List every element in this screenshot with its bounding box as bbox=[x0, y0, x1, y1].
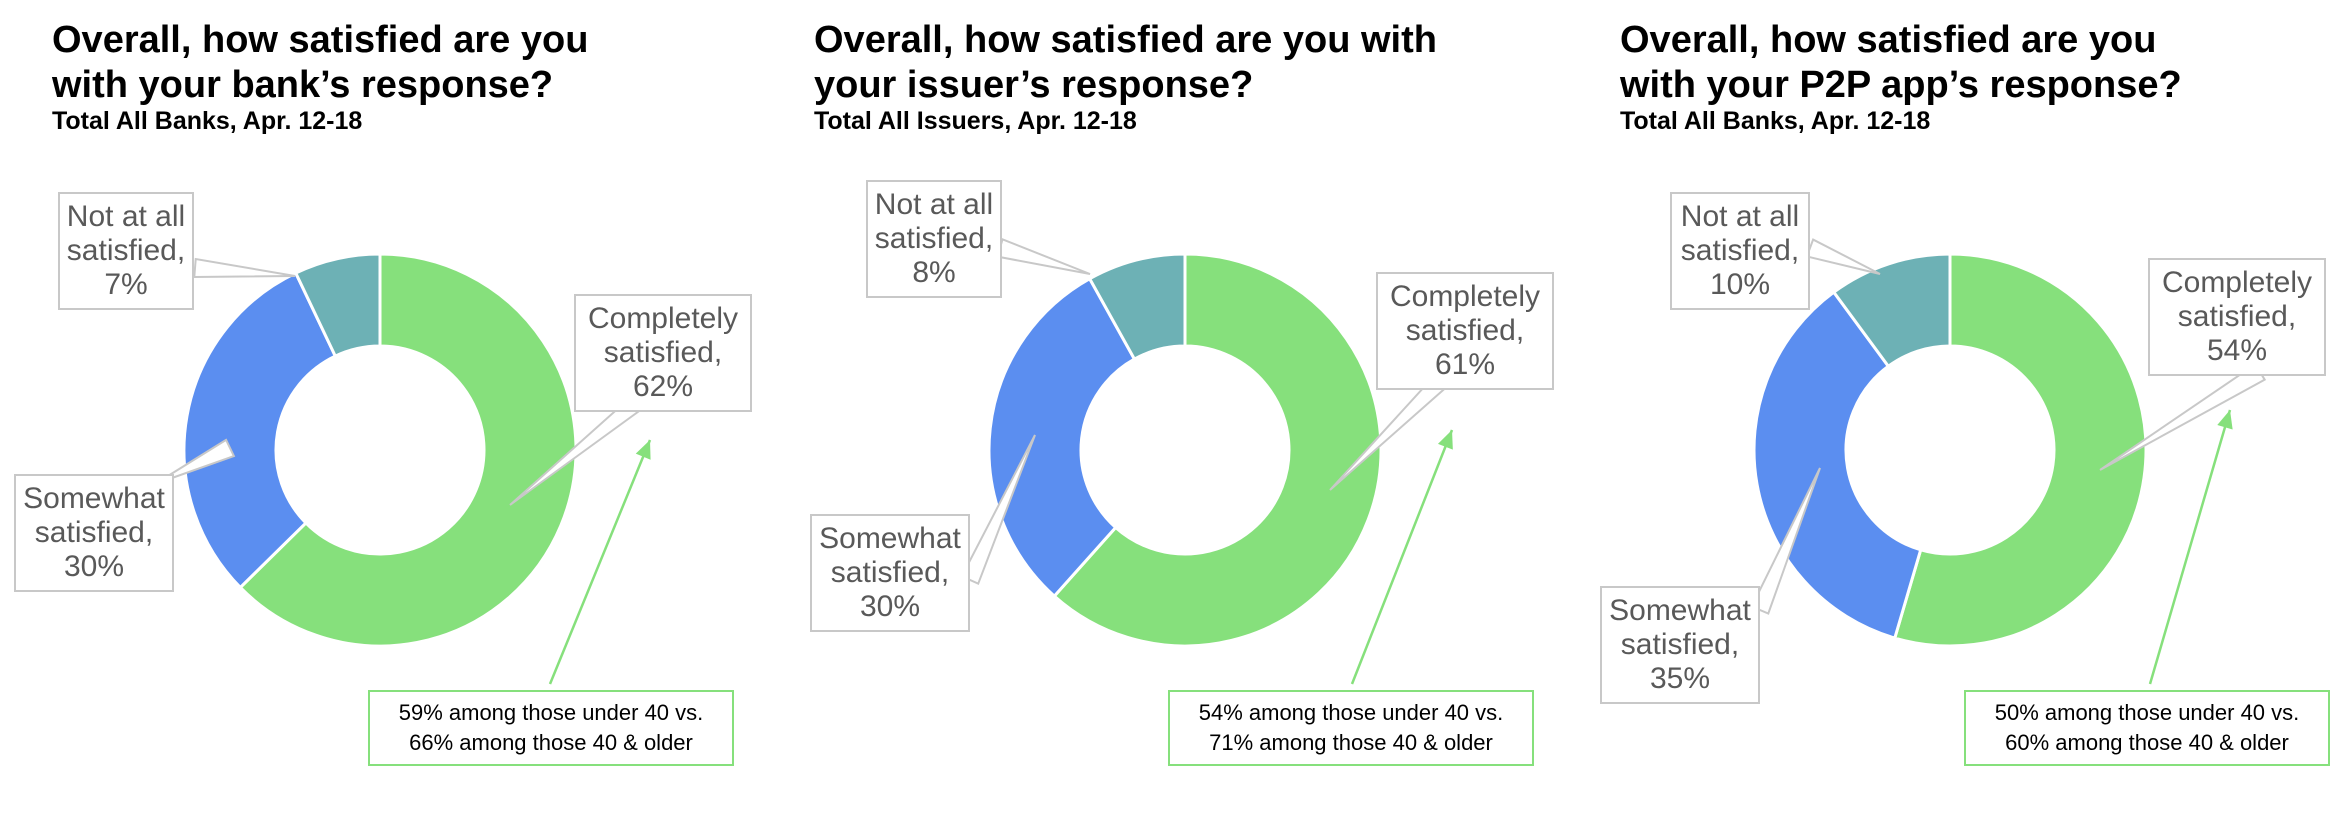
label-somewhat-satisfied: Somewhat satisfied, 30% bbox=[810, 514, 970, 632]
leader-somewhat-satisfied bbox=[154, 438, 236, 485]
slice-completely-satisfied bbox=[1892, 252, 2148, 648]
age-breakdown-note: 50% among those under 40 vs. 60% among th… bbox=[1964, 690, 2330, 766]
leader-somewhat-satisfied bbox=[960, 434, 1036, 586]
label-not-at-all-satisfied: Not at all satisfied, 7% bbox=[58, 192, 194, 310]
label-not-at-all-satisfied: Not at all satisfied, 10% bbox=[1670, 192, 1810, 310]
slice-completely-satisfied bbox=[238, 252, 578, 648]
donut-chart bbox=[1750, 238, 2267, 685]
leader-not-at-all-satisfied bbox=[996, 238, 1091, 275]
leader-somewhat-satisfied bbox=[1750, 467, 1821, 615]
slice-somewhat-satisfied bbox=[987, 276, 1137, 599]
donut-chart bbox=[960, 238, 1458, 685]
label-completely-satisfied: Completely satisfied, 61% bbox=[1376, 272, 1554, 390]
label-somewhat-satisfied: Somewhat satisfied, 35% bbox=[1600, 586, 1760, 704]
chart-subtitle: Total All Banks, Apr. 12-18 bbox=[1620, 107, 1931, 135]
note-arrow-line bbox=[1350, 429, 1454, 685]
chart-title: Overall, how satisfied are you with your… bbox=[52, 19, 589, 106]
chart-title: Overall, how satisfied are you with your… bbox=[814, 19, 1437, 106]
note-arrow-line bbox=[548, 439, 652, 685]
note-arrow-head bbox=[1437, 430, 1453, 450]
chart-subtitle: Total All Banks, Apr. 12-18 bbox=[52, 107, 363, 135]
age-breakdown-note: 54% among those under 40 vs. 71% among th… bbox=[1168, 690, 1534, 766]
slice-somewhat-satisfied bbox=[182, 271, 338, 590]
note-arrow-head bbox=[2217, 410, 2233, 430]
leader-not-at-all-satisfied bbox=[1805, 238, 1881, 275]
label-not-at-all-satisfied: Not at all satisfied, 8% bbox=[866, 180, 1002, 298]
label-completely-satisfied: Completely satisfied, 54% bbox=[2148, 258, 2326, 376]
donut-chart bbox=[154, 252, 658, 685]
slice-somewhat-satisfied bbox=[1752, 290, 1923, 640]
chart-panel-bank: Overall, how satisfied are you with your… bbox=[0, 0, 790, 830]
leader-not-at-all-satisfied bbox=[193, 257, 296, 278]
label-somewhat-satisfied: Somewhat satisfied, 30% bbox=[14, 474, 174, 592]
note-arrow-line bbox=[2148, 409, 2232, 685]
slice-not-at-all-satisfied bbox=[1831, 252, 1952, 369]
label-completely-satisfied: Completely satisfied, 62% bbox=[574, 294, 752, 412]
chart-panel-p2p: Overall, how satisfied are you with your… bbox=[1580, 0, 2350, 830]
note-arrow-head bbox=[635, 440, 651, 460]
slice-completely-satisfied bbox=[1052, 252, 1383, 648]
chart-title: Overall, how satisfied are you with your… bbox=[1620, 19, 2182, 106]
slice-not-at-all-satisfied bbox=[293, 252, 382, 359]
age-breakdown-note: 59% among those under 40 vs. 66% among th… bbox=[368, 690, 734, 766]
slice-not-at-all-satisfied bbox=[1087, 252, 1187, 362]
chart-subtitle: Total All Issuers, Apr. 12-18 bbox=[814, 107, 1137, 135]
chart-panel-issuer: Overall, how satisfied are you with your… bbox=[790, 0, 1580, 830]
